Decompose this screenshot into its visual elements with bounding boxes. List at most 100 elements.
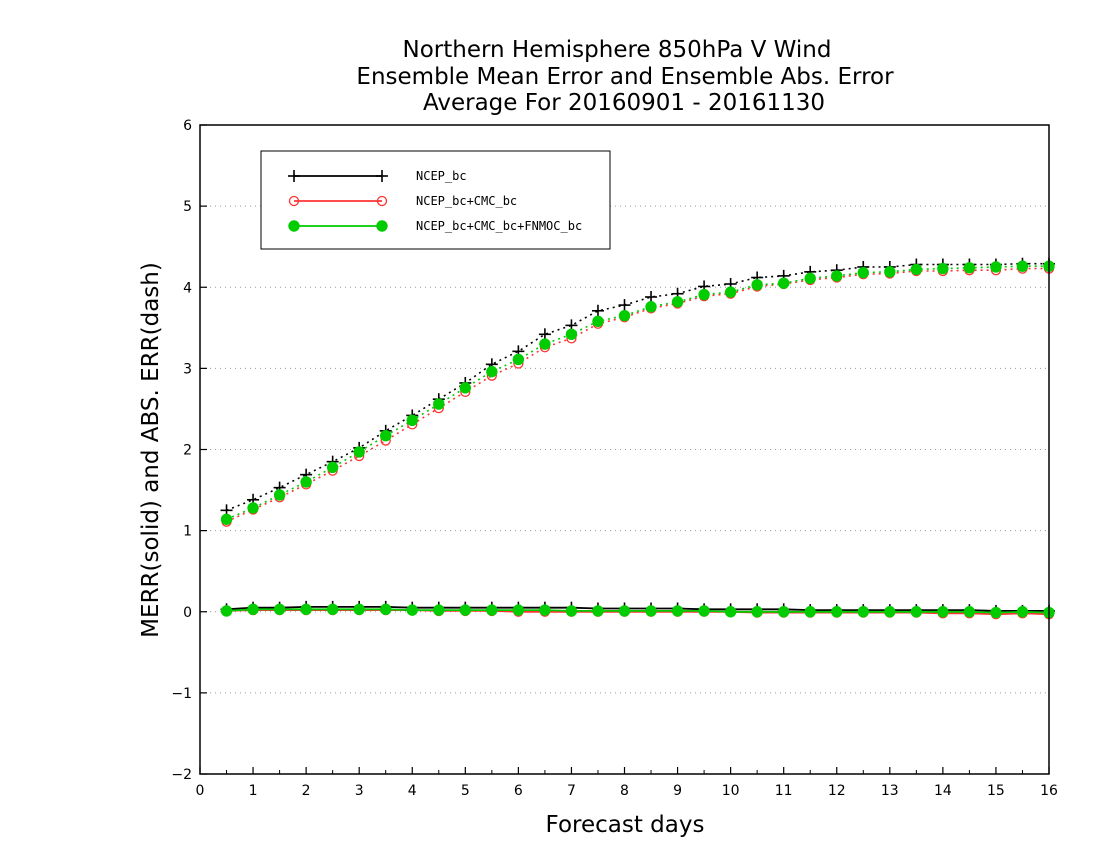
series-3-merr-point bbox=[751, 606, 763, 618]
chart-title-line-3: Average For 20160901 - 20161130 bbox=[423, 90, 825, 116]
y-tick-label: −1 bbox=[171, 686, 192, 702]
series-3-abs-err-point bbox=[512, 353, 525, 366]
x-tick-label: 9 bbox=[673, 783, 682, 799]
x-tick-label: 1 bbox=[249, 783, 258, 799]
legend-marker bbox=[288, 170, 300, 182]
x-tick-label: 14 bbox=[934, 783, 952, 799]
series-3-abs-err-point bbox=[220, 513, 233, 525]
series-3-abs-err-point bbox=[831, 270, 843, 282]
series-3-merr-point bbox=[910, 606, 923, 618]
series-3-abs-err-point bbox=[724, 286, 737, 298]
series-3-merr-point bbox=[539, 604, 551, 616]
series-3-abs-err-point bbox=[326, 461, 339, 474]
x-tick-label: 6 bbox=[514, 783, 523, 799]
x-tick-label: 2 bbox=[302, 783, 311, 799]
series-3-abs-err-line bbox=[226, 265, 1049, 521]
x-tick-label: 0 bbox=[196, 783, 205, 799]
x-tick-label: 10 bbox=[722, 783, 740, 799]
series-1-abs-err-point bbox=[591, 304, 604, 317]
y-axis-label: MERR(solid) and ABS. ERR(dash) bbox=[138, 262, 164, 638]
series-3-abs-err-point bbox=[433, 398, 445, 410]
series-3-abs-err-point bbox=[990, 261, 1002, 273]
series-3-merr-point bbox=[433, 604, 445, 616]
y-tick-label: 3 bbox=[183, 361, 192, 377]
legend-marker bbox=[376, 170, 388, 182]
series-3-merr-point bbox=[406, 604, 418, 616]
x-tick-label: 13 bbox=[881, 783, 899, 799]
series-3-merr-point bbox=[937, 606, 949, 618]
series-3-merr-point bbox=[618, 605, 631, 617]
series-3-merr-point bbox=[671, 605, 684, 617]
series-3-merr-point bbox=[486, 604, 498, 616]
series-3-abs-err-point bbox=[804, 272, 816, 285]
series-3 bbox=[220, 260, 1055, 619]
legend-marker bbox=[376, 220, 388, 232]
series-3-merr-point bbox=[380, 603, 392, 616]
series-2-abs-err-line bbox=[226, 267, 1049, 523]
series-3-merr-point bbox=[353, 603, 365, 616]
x-tick-label: 7 bbox=[567, 783, 576, 799]
series-3-abs-err-point bbox=[645, 301, 657, 313]
x-tick-label: 3 bbox=[355, 783, 364, 799]
legend-marker bbox=[288, 195, 300, 207]
series-3-abs-err-point bbox=[751, 279, 763, 291]
series-2 bbox=[221, 263, 1055, 620]
series-3-merr-point bbox=[1016, 606, 1029, 618]
y-tick-label: 5 bbox=[183, 199, 192, 215]
x-tick-label: 11 bbox=[775, 783, 793, 799]
series-3-abs-err-point bbox=[406, 414, 418, 426]
y-tick-label: 0 bbox=[183, 605, 192, 621]
series-3-abs-err-point bbox=[380, 430, 392, 442]
legend-item-2: NCEP_bc+CMC_bc bbox=[288, 194, 517, 208]
x-tick-label: 8 bbox=[620, 783, 629, 799]
series-3-merr-point bbox=[326, 603, 339, 616]
x-tick-label: 12 bbox=[828, 783, 846, 799]
series-3-merr-point bbox=[273, 603, 286, 616]
series-3-merr-point bbox=[724, 606, 737, 618]
series-3-merr-point bbox=[857, 606, 869, 618]
series-1-abs-err-point bbox=[618, 299, 631, 312]
series-3-abs-err-point bbox=[857, 266, 869, 279]
x-axis-label: Forecast days bbox=[546, 812, 705, 838]
series-3-abs-err-point bbox=[777, 277, 790, 289]
series-3-merr-point bbox=[300, 603, 312, 616]
series-3-abs-err-point bbox=[671, 296, 684, 308]
series-3-merr-point bbox=[565, 605, 578, 617]
series-1-abs-err-line bbox=[226, 262, 1049, 512]
series-1-abs-err-point bbox=[645, 290, 658, 303]
legend-marker bbox=[288, 220, 300, 232]
legend-item-1: NCEP_bc bbox=[288, 169, 467, 183]
grid bbox=[200, 205, 1049, 694]
y-tick-label: −2 bbox=[171, 767, 192, 783]
chart-title-line-2: Ensemble Mean Error and Ensemble Abs. Er… bbox=[356, 64, 894, 90]
series-3-abs-err-point bbox=[353, 446, 365, 458]
legend-label: NCEP_bc+CMC_bc+FNMOC_bc bbox=[416, 219, 582, 233]
series-3-abs-err-point bbox=[884, 266, 896, 278]
y-tick-label: 4 bbox=[183, 280, 192, 296]
series-3-merr-point bbox=[777, 606, 790, 618]
series-3-merr-point bbox=[884, 606, 896, 618]
series-3-abs-err-point bbox=[937, 262, 949, 275]
legend-item-3: NCEP_bc+CMC_bc+FNMOC_bc bbox=[288, 219, 582, 233]
series-3-abs-err-point bbox=[698, 288, 710, 301]
legend-box bbox=[260, 150, 611, 250]
series-layer bbox=[220, 257, 1055, 620]
series-3-merr-point bbox=[698, 605, 710, 617]
series-3-merr-point bbox=[220, 605, 233, 617]
legend-label: NCEP_bc+CMC_bc bbox=[416, 194, 517, 208]
series-3-merr-point bbox=[512, 604, 525, 616]
series-3-merr-point bbox=[459, 604, 472, 616]
series-3-merr-point bbox=[963, 606, 976, 618]
series-3-abs-err-point bbox=[486, 365, 498, 378]
series-3-abs-err-point bbox=[618, 309, 631, 322]
chart-title-line-1: Northern Hemisphere 850hPa V Wind bbox=[403, 37, 832, 63]
series-3-abs-err-point bbox=[592, 315, 604, 328]
series-3-merr-point bbox=[804, 606, 816, 618]
series-3-merr-point bbox=[592, 605, 604, 617]
legend-label: NCEP_bc bbox=[416, 169, 467, 183]
y-tick-label: 1 bbox=[183, 524, 192, 540]
x-axis: 0 1 2 3 4 5 6 7 8 9 10 11 12 13 14 15 16 bbox=[196, 767, 1058, 799]
series-1-abs-err-point bbox=[538, 328, 551, 341]
legend-marker bbox=[376, 195, 388, 207]
